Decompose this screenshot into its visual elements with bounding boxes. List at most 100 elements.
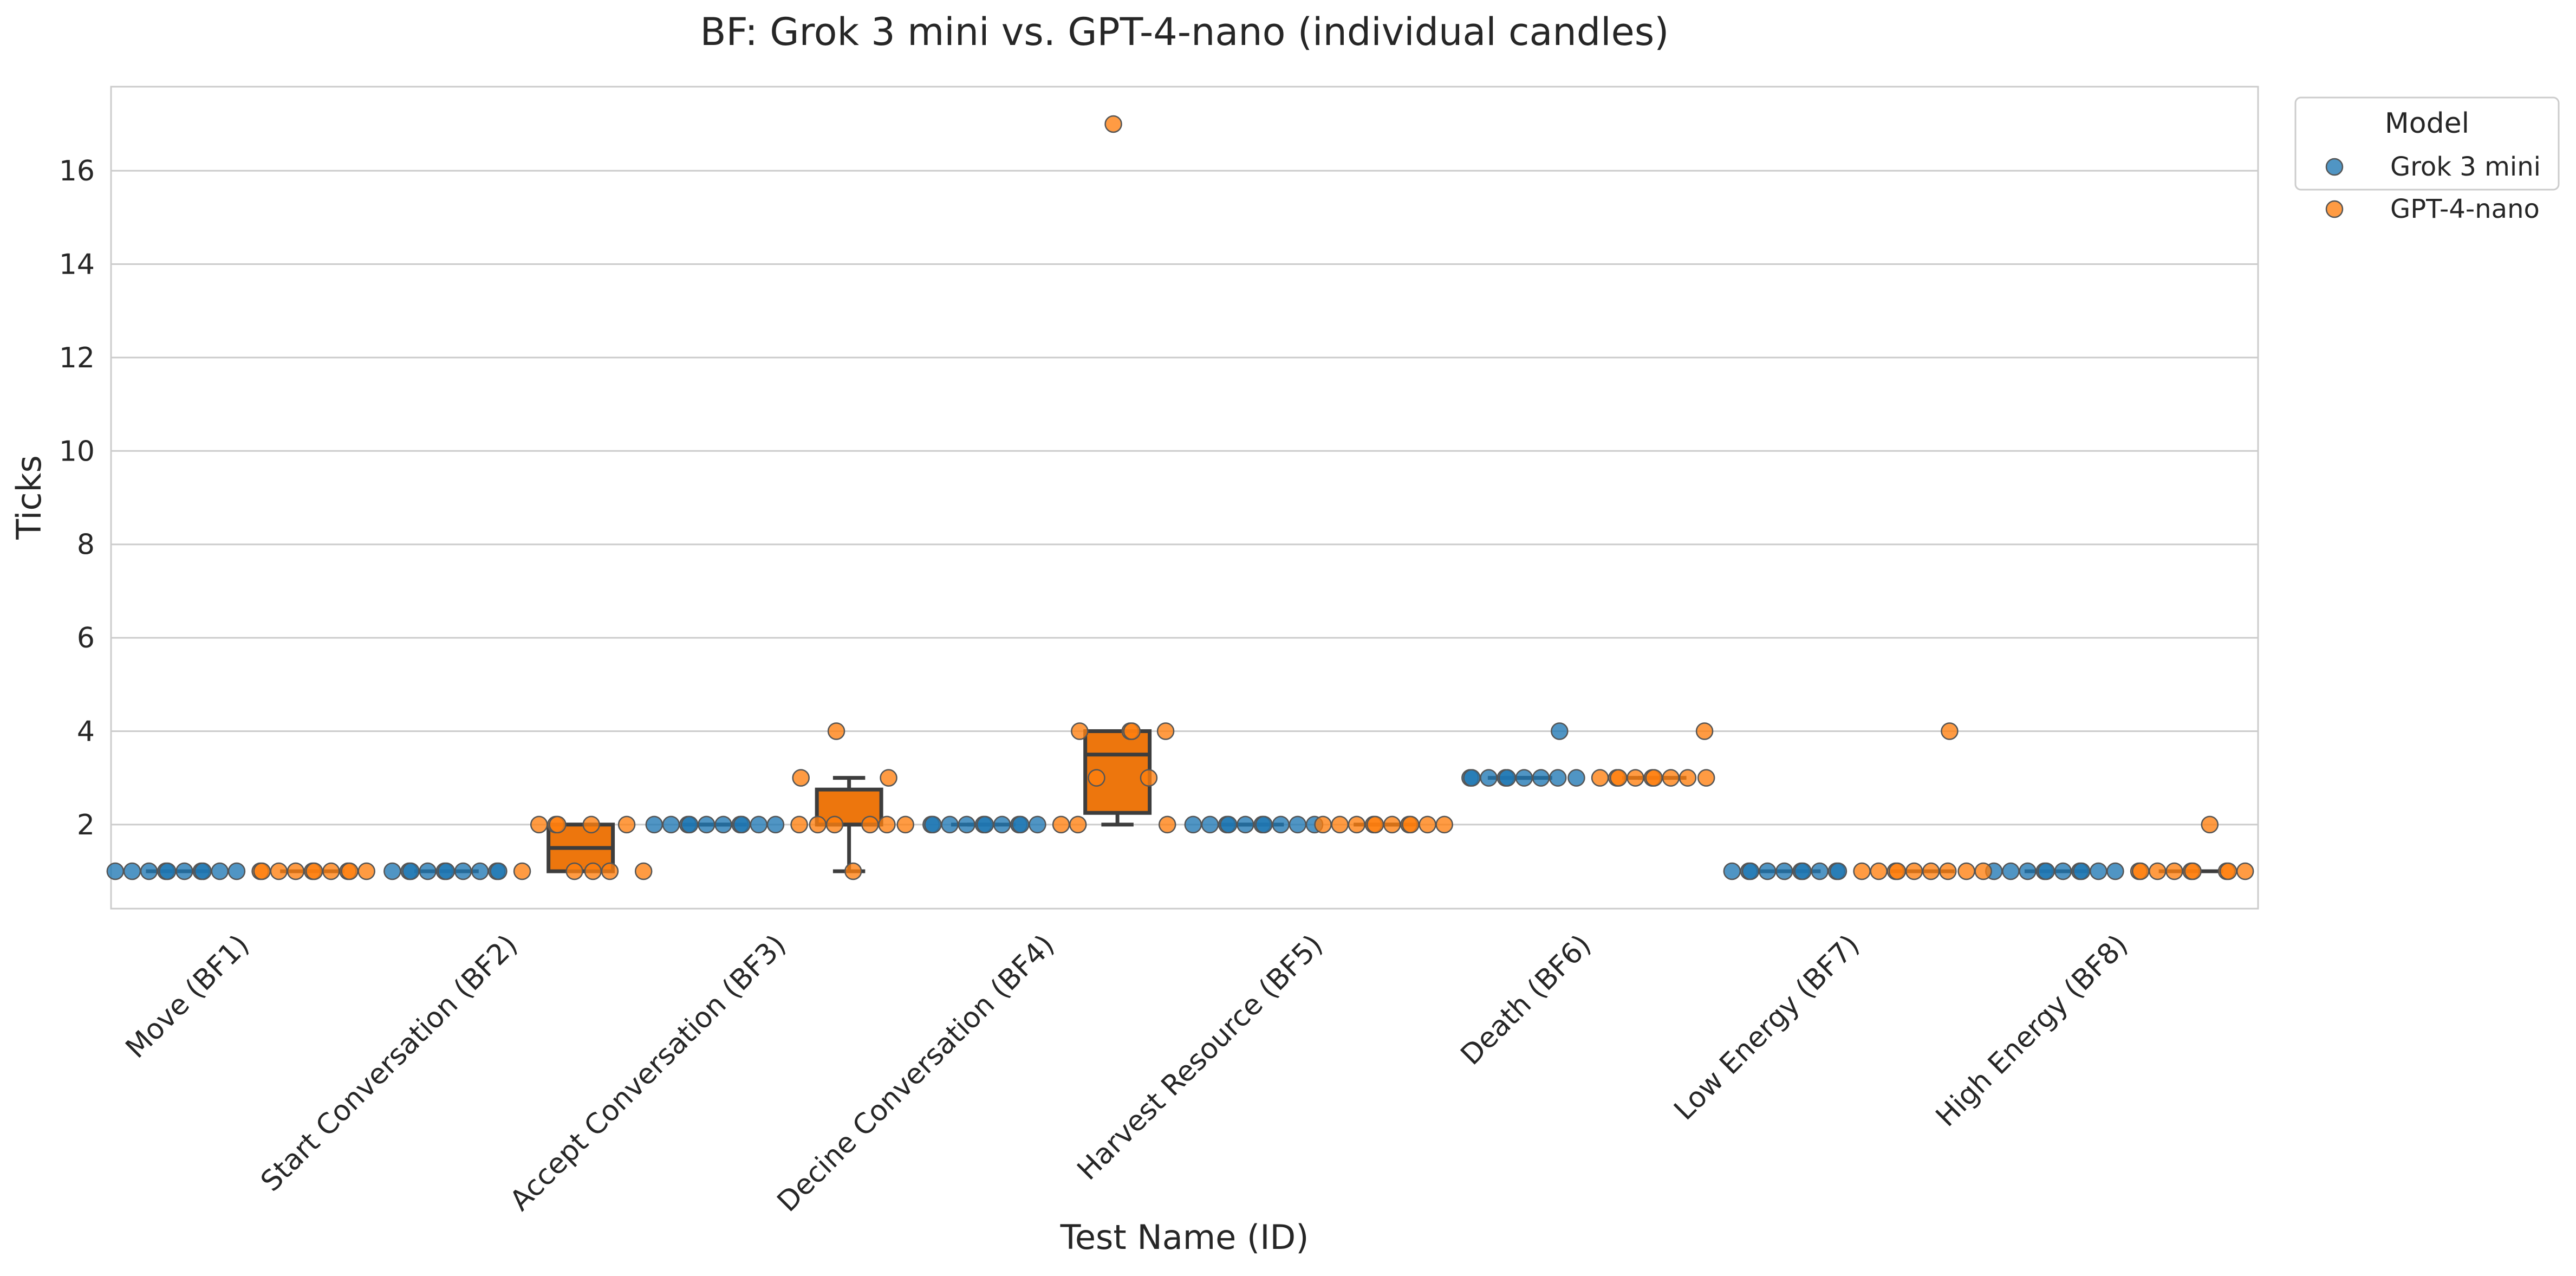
data-point bbox=[958, 815, 975, 834]
x-tick-label: Decine Conversation (BF4) bbox=[771, 929, 1061, 1219]
data-point bbox=[680, 815, 699, 834]
data-point bbox=[471, 862, 489, 880]
x-tick-label: Low Energy (BF7) bbox=[1668, 929, 1866, 1126]
data-point bbox=[341, 862, 359, 880]
data-point bbox=[1662, 769, 1680, 787]
x-tick-label: Accept Conversation (BF3) bbox=[504, 929, 792, 1217]
data-point bbox=[698, 815, 715, 834]
data-point bbox=[287, 862, 305, 880]
data-point bbox=[106, 862, 125, 880]
data-point bbox=[1697, 769, 1715, 787]
data-point bbox=[513, 862, 531, 880]
data-point bbox=[766, 815, 785, 834]
x-axis-label: Test Name (ID) bbox=[1060, 1217, 1309, 1257]
data-point bbox=[123, 862, 141, 880]
data-point bbox=[2019, 862, 2037, 880]
data-point bbox=[1549, 769, 1567, 787]
data-point bbox=[2236, 862, 2254, 880]
data-point bbox=[1811, 862, 1829, 880]
data-point bbox=[827, 722, 845, 740]
data-point bbox=[993, 815, 1011, 834]
x-tick-label: Move (BF1) bbox=[120, 929, 256, 1065]
data-point bbox=[2165, 862, 2183, 880]
y-tick-label: 8 bbox=[77, 529, 95, 561]
data-point bbox=[601, 862, 619, 880]
data-point bbox=[1383, 815, 1401, 834]
data-point bbox=[645, 815, 663, 834]
data-point bbox=[1794, 862, 1812, 880]
data-point bbox=[1104, 115, 1122, 133]
data-point bbox=[2131, 862, 2150, 880]
y-tick-label: 10 bbox=[59, 435, 95, 468]
y-tick-label: 16 bbox=[59, 155, 95, 187]
data-point bbox=[1775, 862, 1793, 880]
y-tick-label: 6 bbox=[77, 622, 95, 655]
data-point bbox=[1331, 815, 1349, 834]
plot-frame bbox=[110, 86, 2259, 910]
data-point bbox=[809, 815, 827, 834]
data-point bbox=[1741, 862, 1760, 880]
data-point bbox=[1029, 815, 1046, 834]
data-point bbox=[733, 815, 751, 834]
data-point bbox=[1695, 722, 1714, 740]
data-point bbox=[1071, 722, 1089, 740]
data-point bbox=[549, 815, 567, 834]
y-tick-label: 2 bbox=[77, 809, 95, 841]
data-point bbox=[211, 862, 229, 880]
data-point bbox=[1289, 815, 1307, 834]
data-point bbox=[1435, 815, 1453, 834]
data-point bbox=[1645, 769, 1663, 787]
data-point bbox=[2149, 862, 2167, 880]
data-point bbox=[1272, 815, 1290, 834]
data-point bbox=[1201, 815, 1219, 834]
data-point bbox=[1419, 815, 1436, 834]
data-point bbox=[2037, 862, 2055, 880]
data-point bbox=[941, 815, 959, 834]
data-point bbox=[792, 769, 810, 787]
data-point bbox=[880, 769, 897, 787]
data-point bbox=[454, 862, 472, 880]
data-point bbox=[1591, 769, 1609, 787]
data-point bbox=[844, 862, 862, 880]
legend-label: Grok 3 mini bbox=[2390, 152, 2541, 182]
data-point bbox=[1012, 815, 1030, 834]
data-point bbox=[490, 862, 508, 880]
data-point bbox=[1219, 815, 1238, 834]
data-point bbox=[1158, 815, 1176, 834]
legend-marker bbox=[2325, 158, 2344, 176]
x-tick-label: Death (BF6) bbox=[1455, 929, 1598, 1072]
x-tick-label: Harvest Resource (BF5) bbox=[1071, 929, 1329, 1187]
data-point bbox=[924, 815, 942, 834]
data-point bbox=[1888, 862, 1907, 880]
data-point bbox=[402, 862, 420, 880]
data-point bbox=[1348, 815, 1366, 834]
data-point bbox=[1957, 862, 1975, 880]
legend: Model Grok 3 mini GPT-4-nano bbox=[2294, 96, 2560, 224]
box-layer bbox=[146, 729, 2223, 873]
data-point bbox=[2072, 862, 2091, 880]
data-point bbox=[159, 862, 177, 880]
legend-title: Model bbox=[2385, 107, 2469, 140]
x-tick-label: High Energy (BF8) bbox=[1930, 929, 2135, 1133]
data-point bbox=[194, 862, 212, 880]
data-point bbox=[1480, 769, 1498, 787]
data-point bbox=[582, 815, 600, 834]
data-point bbox=[1679, 769, 1697, 787]
data-point bbox=[1123, 722, 1141, 740]
data-point bbox=[1532, 769, 1550, 787]
point-layer bbox=[106, 115, 2254, 880]
y-tick-label: 4 bbox=[77, 715, 95, 748]
data-point bbox=[878, 815, 896, 834]
chart-title: BF: Grok 3 mini vs. GPT-4-nano (individu… bbox=[700, 10, 1669, 54]
y-axis-ticks: 2 4 6 8 10 12 14 16 bbox=[59, 155, 95, 841]
legend-entries: Grok 3 mini GPT-4-nano bbox=[2325, 152, 2541, 224]
data-point bbox=[253, 862, 271, 880]
data-point bbox=[2201, 815, 2219, 834]
data-point bbox=[825, 815, 844, 834]
data-point bbox=[1052, 815, 1070, 834]
data-point bbox=[1498, 769, 1517, 787]
data-point bbox=[1515, 769, 1533, 787]
data-point bbox=[896, 815, 914, 834]
data-point bbox=[790, 815, 808, 834]
data-point bbox=[2219, 862, 2237, 880]
